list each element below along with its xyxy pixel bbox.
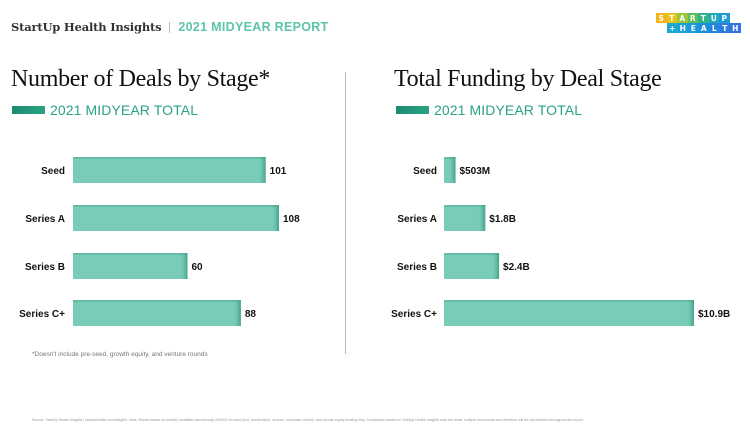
bar bbox=[73, 300, 241, 326]
bar bbox=[73, 253, 188, 279]
category-label: Seed bbox=[413, 166, 437, 177]
report-header: StartUp Health Insights 2021 MIDYEAR REP… bbox=[11, 20, 329, 34]
data-label: 88 bbox=[245, 309, 257, 320]
bar bbox=[73, 157, 266, 183]
bar-top-shade bbox=[73, 300, 241, 302]
data-label: 108 bbox=[283, 214, 300, 225]
legend-label: 2021 MIDYEAR TOTAL bbox=[50, 102, 199, 118]
funding-chart-title: Total Funding by Deal Stage bbox=[394, 66, 662, 92]
bar-edge-shade bbox=[477, 205, 486, 231]
report-title: 2021 MIDYEAR REPORT bbox=[178, 20, 329, 34]
logo-letter-tile: A bbox=[698, 23, 709, 33]
logo-letter-tile: L bbox=[709, 23, 720, 33]
data-label: $503M bbox=[460, 166, 491, 177]
deals-chart-title: Number of Deals by Stage* bbox=[11, 66, 271, 92]
logo-letter-tile: P bbox=[719, 13, 730, 23]
brand-name: StartUp Health Insights bbox=[11, 20, 162, 34]
category-label: Series C+ bbox=[19, 309, 65, 320]
logo-letter-tile: R bbox=[687, 13, 698, 23]
data-label: 101 bbox=[270, 166, 287, 177]
category-label: Series A bbox=[397, 214, 437, 225]
footnote: *Doesn't include pre-seed, growth equity… bbox=[32, 351, 208, 358]
category-label: Series B bbox=[397, 262, 437, 273]
logo-letter-tile: H bbox=[677, 23, 688, 33]
bar-top-shade bbox=[444, 300, 694, 302]
category-label: Series C+ bbox=[391, 309, 437, 320]
header-separator bbox=[169, 21, 171, 33]
deals-bar-chart: Seed 101 Series A 108 Series B 60 Series C+ 88 bbox=[19, 157, 300, 326]
deals-chart-legend: 2021 MIDYEAR TOTAL bbox=[12, 102, 198, 118]
logo-letter-tile: T bbox=[698, 13, 709, 23]
bar-top-shade bbox=[73, 253, 188, 255]
bar bbox=[73, 205, 279, 231]
bar bbox=[444, 300, 694, 326]
funding-bar-chart: Seed $503M Series A $1.8B Series B $2.4B Serie… bbox=[391, 157, 730, 326]
funding-chart-legend: 2021 MIDYEAR TOTAL bbox=[396, 102, 582, 118]
category-label: Series A bbox=[25, 214, 65, 225]
bar-edge-shade bbox=[179, 253, 188, 279]
data-label: $2.4B bbox=[503, 262, 530, 273]
bar-top-shade bbox=[444, 253, 500, 255]
data-label: $1.8B bbox=[489, 214, 516, 225]
source-note: Source: StartUp Health Insights | startu… bbox=[32, 418, 584, 422]
bar-top-shade bbox=[444, 157, 456, 159]
logo-letter-tile: H bbox=[730, 23, 741, 33]
logo-letter-tile: + bbox=[667, 23, 678, 33]
panel-divider bbox=[345, 72, 346, 354]
bar-edge-shade bbox=[491, 253, 500, 279]
logo-letter-tile: S bbox=[656, 13, 667, 23]
data-label: $10.9B bbox=[698, 309, 730, 320]
legend-swatch bbox=[396, 106, 429, 114]
bar-top-shade bbox=[444, 205, 486, 207]
data-label: 60 bbox=[191, 262, 203, 273]
bar bbox=[444, 253, 500, 279]
bar-edge-shade bbox=[686, 300, 694, 326]
bar-edge-shade bbox=[271, 205, 279, 231]
bar-top-shade bbox=[73, 157, 266, 159]
legend-label: 2021 MIDYEAR TOTAL bbox=[434, 102, 583, 118]
logo-letter-tile: T bbox=[666, 13, 677, 23]
bar-top-shade bbox=[73, 205, 279, 207]
legend-swatch bbox=[12, 106, 45, 114]
logo-letter-tile: U bbox=[708, 13, 719, 23]
category-label: Series B bbox=[25, 262, 65, 273]
logo-letter-tile: E bbox=[688, 23, 699, 33]
bar-edge-shade bbox=[447, 157, 456, 183]
logo-letter-tile: A bbox=[677, 13, 688, 23]
category-label: Seed bbox=[41, 166, 65, 177]
bar-edge-shade bbox=[257, 157, 266, 183]
logo-row-health: + H E A L T H bbox=[667, 23, 741, 33]
bar-edge-shade bbox=[232, 300, 241, 326]
logo-letter-tile: T bbox=[719, 23, 730, 33]
